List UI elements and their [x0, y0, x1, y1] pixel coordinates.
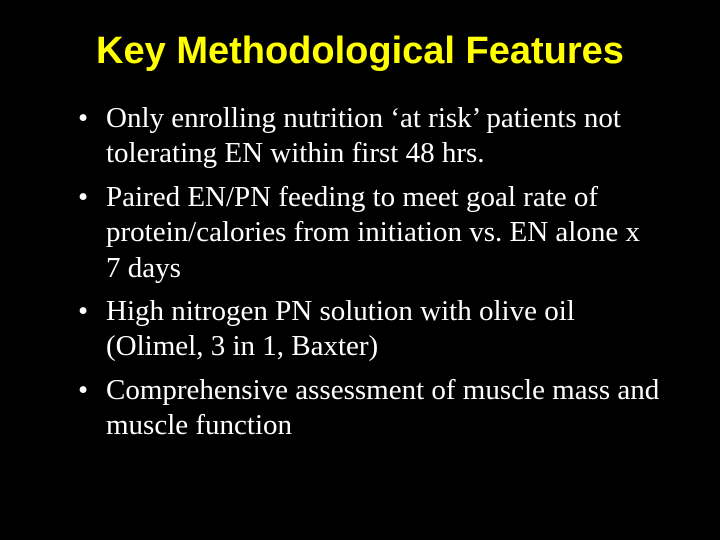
bullet-item: Comprehensive assessment of muscle mass … — [84, 373, 660, 444]
bullet-item: High nitrogen PN solution with olive oil… — [84, 294, 660, 365]
bullet-item: Paired EN/PN feeding to meet goal rate o… — [84, 180, 660, 286]
bullet-list: Only enrolling nutrition ‘at risk’ patie… — [50, 101, 670, 443]
slide: Key Methodological Features Only enrolli… — [0, 0, 720, 540]
bullet-item: Only enrolling nutrition ‘at risk’ patie… — [84, 101, 660, 172]
slide-title: Key Methodological Features — [50, 30, 670, 73]
